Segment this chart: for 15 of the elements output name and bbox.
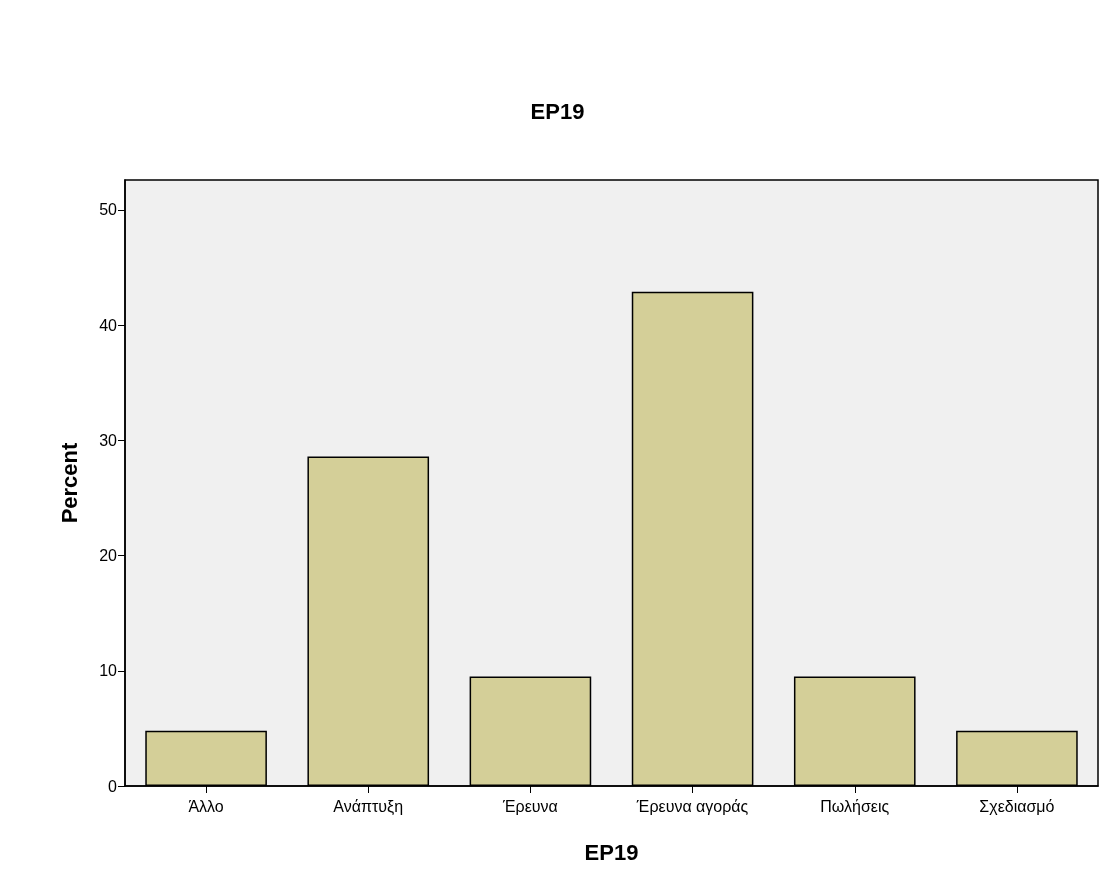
x-axis-title: EP19 xyxy=(584,839,639,865)
y-tick-label: 20 xyxy=(99,547,118,565)
x-tick-label: Πωλήσεις xyxy=(820,797,890,815)
y-tick-label: 0 xyxy=(108,777,118,795)
y-tick-label: 40 xyxy=(99,316,118,334)
x-tick-label: Σχεδιασμό xyxy=(979,797,1055,815)
x-tick-label: Άλλο xyxy=(188,797,224,815)
y-tick-label: 30 xyxy=(99,431,118,449)
x-tick-label: Έρευνα αγοράς xyxy=(635,797,749,815)
y-tick-label: 50 xyxy=(99,201,118,219)
x-tick-label: Ανάπτυξη xyxy=(333,797,404,816)
y-tick-label: 10 xyxy=(99,662,118,680)
y-axis-title: Percent xyxy=(56,441,82,524)
chart-title: EP19 xyxy=(530,98,585,124)
x-tick-label: Έρευνα xyxy=(502,797,558,815)
